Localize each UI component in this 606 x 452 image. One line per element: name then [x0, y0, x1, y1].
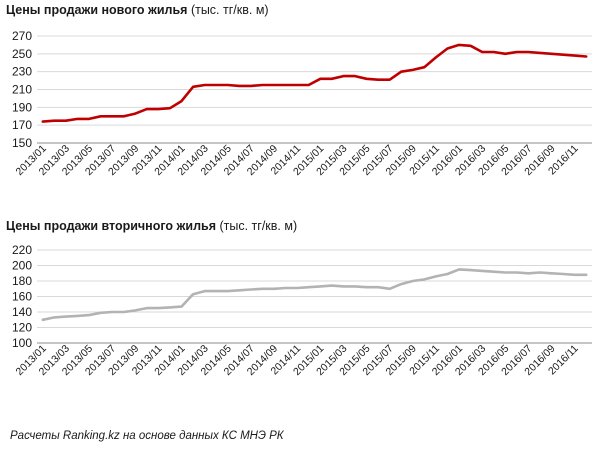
chart-new-housing: 1501701902102302502702013/012013/032013/… — [12, 29, 592, 178]
chart-secondary-housing: 1001201401601802002202013/012013/032013/… — [12, 243, 592, 378]
y-tick-label: 210 — [12, 83, 32, 97]
y-tick-label: 220 — [12, 243, 32, 257]
y-tick-label: 200 — [12, 259, 32, 273]
y-tick-label: 160 — [12, 290, 32, 304]
y-tick-label: 190 — [12, 100, 32, 114]
y-tick-label: 170 — [12, 118, 32, 132]
chart-title-new-housing: Цены продажи нового жилья (тыс. тг/кв. м… — [6, 3, 269, 17]
y-tick-label: 180 — [12, 274, 32, 288]
y-tick-label: 230 — [12, 65, 32, 79]
y-tick-label: 120 — [12, 321, 32, 335]
y-tick-label: 150 — [12, 136, 32, 150]
series-line — [41, 268, 588, 322]
y-tick-label: 140 — [12, 305, 32, 319]
y-tick-label: 100 — [12, 336, 32, 350]
y-tick-label: 270 — [12, 29, 32, 43]
chart-title-secondary-housing: Цены продажи вторичного жилья (тыс. тг/к… — [6, 219, 298, 233]
source-note: Расчеты Ranking.kz на основе данных КС М… — [10, 430, 284, 442]
y-tick-label: 250 — [12, 47, 32, 61]
series-line — [41, 43, 588, 123]
